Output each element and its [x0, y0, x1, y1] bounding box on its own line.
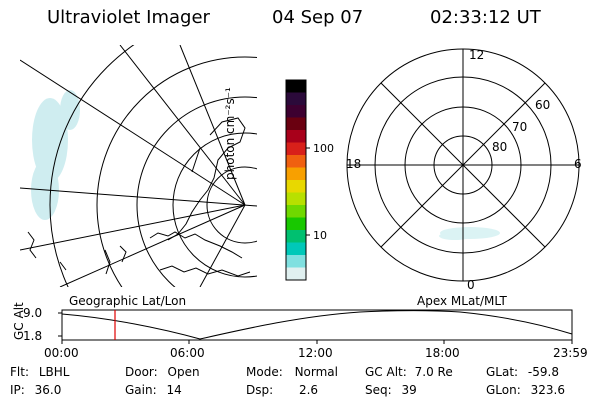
flt-label: Flt: — [10, 365, 29, 379]
status-flt: Flt: LBHL — [10, 366, 69, 378]
orbit-xtick-2359: 23:59 — [553, 346, 588, 360]
colorbar-swatch — [286, 105, 306, 118]
apex-map-caption: Apex MLat/MLT — [417, 294, 507, 308]
colorbar-swatch — [286, 142, 306, 156]
colorbar-swatch — [286, 80, 306, 93]
colorbar-tick-10: 10 — [313, 229, 327, 242]
colorbar-swatch — [286, 167, 306, 181]
glon-value: 323.6 — [530, 383, 565, 397]
mlt-label-12: 12 — [469, 48, 485, 62]
gcalt-label: GC Alt: — [365, 365, 407, 379]
coastlines — [27, 117, 251, 277]
status-gcalt: GC Alt: 7.0 Re — [365, 366, 453, 378]
time-label: 02:33:12 UT — [430, 7, 541, 28]
orbit-ytick-top: 9.0 — [23, 306, 43, 320]
orbit-xtick-0600: 06:00 — [170, 346, 205, 360]
colorbar-swatch — [286, 205, 306, 218]
status-gain: Gain: 14 — [125, 384, 182, 396]
colorbar-swatch — [286, 230, 306, 243]
status-glon: GLon: 323.6 — [486, 384, 565, 396]
orbit-plot — [58, 309, 573, 344]
seq-label: Seq: — [365, 383, 392, 397]
status-glat: GLat: -59.8 — [486, 366, 559, 378]
mlat-label-60: 60 — [535, 98, 551, 112]
colorbar-swatch — [286, 242, 306, 256]
flt-value: LBHL — [38, 365, 70, 379]
status-ip: IP: 36.0 — [10, 384, 61, 396]
orbit-xtick-1200: 12:00 — [298, 346, 333, 360]
colorbar-swatch — [286, 155, 306, 168]
seq-value: 39 — [401, 383, 417, 397]
dsp-value: 2.6 — [298, 383, 319, 397]
mlt-label-6: 6 — [574, 157, 582, 171]
orbit-xtick-1800: 18:00 — [425, 346, 460, 360]
colorbar-swatch — [286, 255, 306, 268]
colorbar-swatch — [286, 92, 306, 106]
polar-plot — [346, 48, 580, 282]
geographic-map-caption: Geographic Lat/Lon — [69, 294, 187, 308]
colorbar — [285, 79, 310, 281]
ip-value: 36.0 — [34, 383, 62, 397]
altitude-curve — [61, 310, 573, 340]
geographic-map — [20, 45, 257, 287]
latlon-grid — [20, 45, 257, 287]
aurora-emission-left — [31, 90, 80, 220]
ip-label: IP: — [10, 383, 25, 397]
door-value: Open — [167, 365, 200, 379]
orbit-ytick-bottom: 1.8 — [23, 329, 43, 343]
glat-value: -59.8 — [527, 365, 559, 379]
polar-grid — [346, 48, 580, 282]
aurora-emission-right — [439, 227, 500, 240]
mlt-label-0: 0 — [467, 278, 475, 292]
mlat-label-80: 80 — [492, 140, 508, 154]
glon-label: GLon: — [486, 383, 521, 397]
date-label: 04 Sep 07 — [272, 7, 364, 28]
colorbar-swatch — [286, 117, 306, 131]
colorbar-frame — [285, 79, 307, 281]
colorbar-tick-100: 100 — [313, 142, 334, 155]
gain-value: 14 — [166, 383, 182, 397]
door-label: Door: — [125, 365, 158, 379]
glat-label: GLat: — [486, 365, 519, 379]
colorbar-swatch — [286, 192, 306, 206]
status-seq: Seq: 39 — [365, 384, 417, 396]
dsp-label: Dsp: — [246, 383, 274, 397]
colorbar-unit-label: photon cm⁻²s⁻¹ — [223, 87, 237, 180]
mode-value: Normal — [294, 365, 338, 379]
colorbar-swatch — [286, 130, 306, 143]
gain-label: Gain: — [125, 383, 157, 397]
colorbar-swatch — [286, 267, 306, 281]
mlt-label-18: 18 — [346, 157, 362, 171]
status-mode: Mode: Normal — [246, 366, 338, 378]
colorbar-swatch — [286, 217, 306, 231]
gcalt-value: 7.0 Re — [414, 365, 453, 379]
mode-label: Mode: — [246, 365, 283, 379]
orbit-xtick-0000: 00:00 — [44, 346, 79, 360]
mlat-label-70: 70 — [512, 120, 528, 134]
status-door: Door: Open — [125, 366, 200, 378]
colorbar-swatch — [286, 180, 306, 193]
instrument-title: Ultraviolet Imager — [47, 7, 210, 28]
status-dsp: Dsp: 2.6 — [246, 384, 318, 396]
